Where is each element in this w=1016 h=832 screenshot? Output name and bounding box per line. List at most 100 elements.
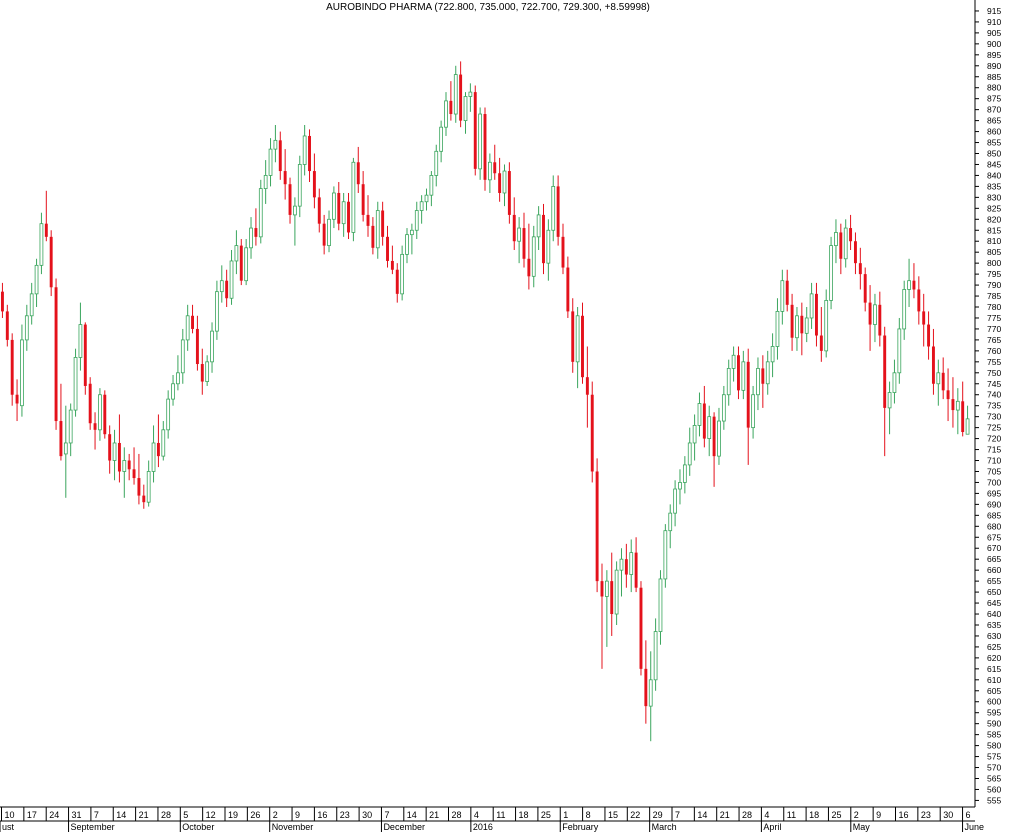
y-tick-label: 890 xyxy=(987,61,1001,71)
candle xyxy=(878,291,882,347)
candle xyxy=(512,197,516,250)
candle xyxy=(386,225,389,268)
candle xyxy=(595,458,599,593)
y-tick-label: 775 xyxy=(987,313,1001,323)
candle-body-up xyxy=(517,227,521,242)
candle-body-down xyxy=(312,171,316,198)
y-tick-label: 685 xyxy=(987,510,1001,520)
x-day-label: 9 xyxy=(295,810,300,820)
x-day-label: 11 xyxy=(787,810,796,820)
candle xyxy=(629,539,634,593)
candle-body-up xyxy=(327,218,331,247)
candle xyxy=(278,131,282,180)
candle xyxy=(249,217,253,259)
candle-body-up xyxy=(668,512,673,532)
x-day-label: 9 xyxy=(876,810,881,820)
candle-body-down xyxy=(239,245,243,281)
candle xyxy=(302,124,307,176)
candle-body-down xyxy=(108,434,112,461)
y-tick-label: 700 xyxy=(987,477,1001,487)
candle-body-down xyxy=(459,74,463,121)
candle xyxy=(566,256,570,318)
candle xyxy=(697,392,702,437)
y-tick-label: 615 xyxy=(987,664,1001,674)
y-tick-label: 620 xyxy=(987,653,1001,663)
candle xyxy=(424,188,429,211)
y-tick-label: 780 xyxy=(987,302,1001,312)
candle xyxy=(463,92,468,134)
candle-body-up xyxy=(546,229,551,264)
candle xyxy=(293,197,297,246)
y-tick-label: 595 xyxy=(987,708,1001,718)
candle xyxy=(161,421,166,461)
candle-body-up xyxy=(244,247,249,282)
candle xyxy=(63,405,68,498)
candle-body-up xyxy=(351,161,356,233)
x-day-label: 21 xyxy=(720,810,730,820)
candle xyxy=(814,282,818,347)
candle xyxy=(180,328,185,384)
candle-body-down xyxy=(634,552,638,588)
candle xyxy=(195,315,199,371)
candle-body-down xyxy=(561,236,565,268)
candle-body-down xyxy=(44,223,48,237)
candle xyxy=(473,85,477,176)
y-axis: 5555605655705755805855905956006056106156… xyxy=(975,6,1001,805)
candle xyxy=(239,239,243,286)
candle-body-up xyxy=(434,150,439,176)
y-tick-label: 905 xyxy=(987,28,1001,38)
candle xyxy=(853,232,857,275)
candle-body-up xyxy=(502,170,507,194)
candle xyxy=(644,640,648,724)
candle xyxy=(449,81,453,121)
candle-body-up xyxy=(463,96,468,122)
x-day-label: 18 xyxy=(519,810,529,820)
candle-body-down xyxy=(278,140,282,172)
candle xyxy=(804,307,809,343)
candle xyxy=(429,171,434,207)
candle-body-down xyxy=(381,210,385,237)
candle-body-down xyxy=(10,339,14,395)
y-tick-label: 790 xyxy=(987,280,1001,290)
x-day-label: 14 xyxy=(407,810,417,820)
candle-body-up xyxy=(902,289,907,330)
candle-body-up xyxy=(751,394,755,429)
x-day-label: 4 xyxy=(764,810,769,820)
candle-body-up xyxy=(809,293,814,319)
x-day-label: 12 xyxy=(206,810,216,820)
candle xyxy=(381,201,385,246)
candle xyxy=(941,357,945,400)
candle xyxy=(405,228,409,264)
candle xyxy=(751,385,755,439)
candle xyxy=(507,162,511,224)
x-day-label: 21 xyxy=(429,810,439,820)
x-month-label: December xyxy=(383,822,425,832)
y-tick-label: 670 xyxy=(987,543,1001,553)
y-tick-label: 750 xyxy=(987,368,1001,378)
candle xyxy=(200,348,204,395)
candle-body-up xyxy=(551,185,556,231)
candle xyxy=(0,282,4,318)
candle-body-up xyxy=(936,372,941,385)
candle xyxy=(721,385,726,430)
candle-body-down xyxy=(566,267,570,312)
candle xyxy=(351,157,356,242)
candle-body-up xyxy=(297,164,302,207)
y-tick-label: 765 xyxy=(987,335,1001,345)
candle-body-down xyxy=(746,361,750,428)
candle xyxy=(726,359,731,406)
y-tick-label: 830 xyxy=(987,192,1001,202)
candle-body-up xyxy=(765,361,770,385)
x-day-label: 31 xyxy=(72,810,82,820)
candle xyxy=(561,223,565,275)
candle xyxy=(483,107,487,191)
candle-body-up xyxy=(575,315,580,363)
candle-body-up xyxy=(263,175,268,189)
candle-body-down xyxy=(225,280,229,299)
candle-body-down xyxy=(512,214,516,242)
candle-body-down xyxy=(356,162,360,185)
candle xyxy=(775,298,780,360)
y-tick-label: 900 xyxy=(987,39,1001,49)
candle xyxy=(229,249,234,305)
candle-body-up xyxy=(829,245,833,301)
